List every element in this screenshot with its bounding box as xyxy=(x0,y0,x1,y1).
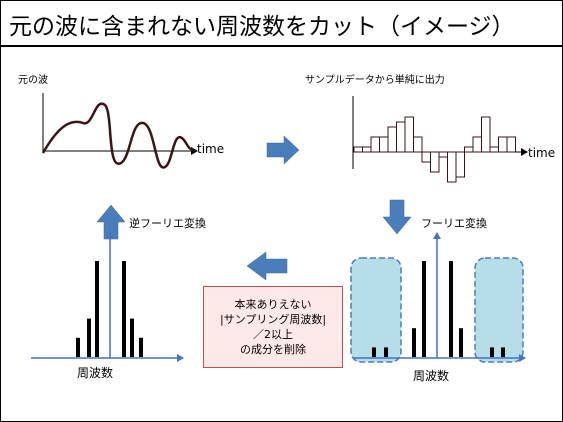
right-spectrum-bars xyxy=(372,261,505,357)
spectrum-bar xyxy=(95,261,99,357)
spectrum-bar xyxy=(412,328,416,357)
spectrum-bar xyxy=(384,347,388,357)
spectrum-bar xyxy=(122,261,126,357)
sample-bar xyxy=(370,136,380,153)
inverse-fourier-label: 逆フーリエ変換 xyxy=(129,217,206,230)
sample-bar xyxy=(506,136,516,153)
title-divider xyxy=(1,45,562,47)
original-wave-plot xyxy=(41,93,198,169)
left-spectrum-plot xyxy=(31,232,184,362)
sample-output-label: サンプルデータから単純に出力 xyxy=(305,75,445,86)
cut-region-right xyxy=(474,257,524,363)
spectrum-bar xyxy=(422,261,426,357)
left-spectrum-bars xyxy=(76,261,143,357)
sample-bar xyxy=(481,116,491,153)
sample-bar xyxy=(472,136,482,153)
spectrum-bar xyxy=(372,347,376,357)
note-line: ／2以上 xyxy=(253,328,293,341)
left-frequency-label: 周波数 xyxy=(77,366,114,380)
right-frequency-label: 周波数 xyxy=(413,369,450,383)
sample-bar xyxy=(438,151,448,158)
sample-bar xyxy=(404,116,414,153)
note-line: |サンプリング周波数| xyxy=(219,313,327,326)
sample-bar xyxy=(464,146,474,153)
sample-bar xyxy=(379,136,389,153)
spectrum-bar xyxy=(459,328,463,357)
down-block-arrow xyxy=(382,199,412,235)
sample-bar xyxy=(489,146,499,153)
wave-time-label: time xyxy=(197,142,225,156)
up-block-arrow xyxy=(96,204,126,240)
sample-bar xyxy=(387,126,397,153)
spectrum-bar xyxy=(76,337,80,357)
sampled-output-plot xyxy=(352,96,528,183)
sample-bar xyxy=(421,151,431,163)
sample-bar xyxy=(455,151,465,178)
note-box: 本来ありえない |サンプリング周波数| ／2以上 の成分を削除 xyxy=(203,286,343,368)
page-title: 元の波に含まれない周波数をカット（イメージ） xyxy=(9,14,515,40)
sample-bar xyxy=(430,151,440,173)
spectrum-bar xyxy=(87,318,91,357)
original-wave-label: 元の波 xyxy=(18,75,48,86)
spectrum-bar xyxy=(130,318,134,357)
left-block-arrow xyxy=(246,251,288,281)
spectrum-bar xyxy=(139,337,143,357)
spectrum-bar xyxy=(490,347,494,357)
right-block-arrow xyxy=(266,135,300,165)
sample-bar xyxy=(413,136,423,153)
wave-curve xyxy=(41,102,194,169)
spectrum-bar xyxy=(501,347,505,357)
note-line: の成分を削除 xyxy=(240,343,306,356)
note-line: 本来ありえない xyxy=(234,298,312,311)
sampled-time-label: time xyxy=(528,146,556,160)
sample-bars xyxy=(353,116,516,183)
sample-bar xyxy=(396,121,406,153)
sample-bar xyxy=(362,146,372,153)
right-spectrum-plot xyxy=(350,232,526,363)
sample-bar xyxy=(353,146,363,153)
sample-bar xyxy=(447,151,457,183)
sample-bar xyxy=(498,136,508,153)
cut-region-left xyxy=(350,257,402,363)
fourier-label: フーリエ変換 xyxy=(421,217,487,230)
spectrum-bar xyxy=(449,261,453,357)
